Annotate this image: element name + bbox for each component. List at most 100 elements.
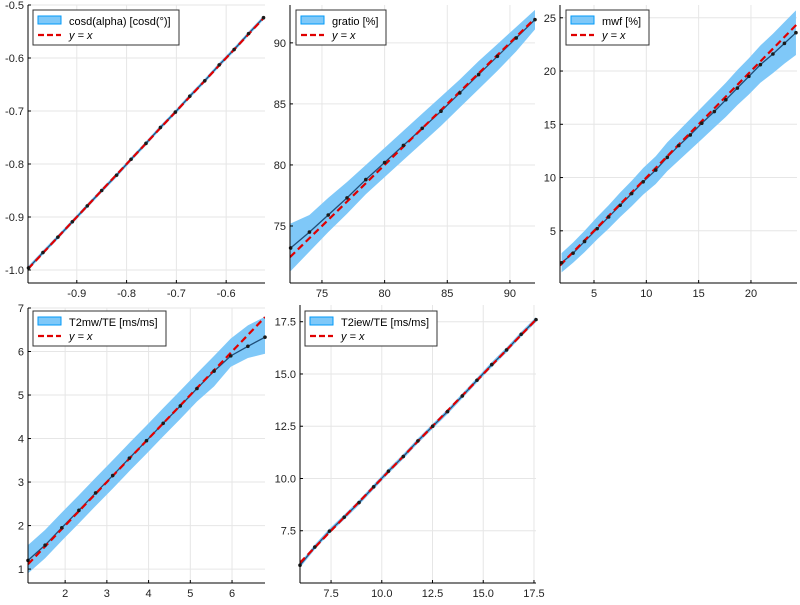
data-point — [313, 545, 317, 549]
data-point — [129, 157, 133, 162]
data-point — [386, 469, 391, 473]
data-point — [665, 155, 670, 160]
data-point — [724, 97, 728, 102]
plot-4: 2 3 4 5 6 1 2 3 4 5 6 7 T2mw/TE [ms/ms] y = x — [18, 303, 267, 600]
y-tick-label: 15.0 — [275, 369, 296, 381]
data-point — [195, 386, 199, 391]
x-tick-label: 4 — [146, 588, 152, 600]
data-point — [158, 125, 163, 130]
data-point — [41, 250, 45, 255]
x-tick-label: 15 — [693, 288, 705, 300]
data-point — [676, 143, 681, 148]
data-point — [382, 160, 387, 165]
data-point — [712, 109, 717, 114]
x-tick-label: 80 — [378, 288, 390, 300]
y-tick-label: 75 — [274, 221, 286, 233]
y-tick-label: 7.5 — [281, 526, 296, 538]
data-point — [504, 348, 509, 352]
x-tick-label: 15.0 — [473, 588, 494, 600]
data-point — [70, 219, 75, 224]
data-point — [261, 15, 266, 20]
x-tick-label: -0.7 — [167, 288, 186, 300]
confidence-band — [561, 10, 796, 273]
data-point — [533, 17, 537, 22]
legend-label: y = x — [68, 30, 93, 42]
data-point — [758, 62, 763, 67]
y-tick-label: 10.0 — [275, 473, 296, 485]
data-point — [782, 41, 787, 46]
y-tick-label: -0.8 — [5, 159, 24, 171]
data-point — [345, 196, 349, 200]
data-point — [439, 109, 443, 114]
x-tick-label: 7.5 — [323, 588, 338, 600]
data-point — [342, 515, 347, 519]
data-point — [476, 72, 481, 77]
x-tick-label: 5 — [591, 288, 597, 300]
legend-label: y = x — [601, 30, 626, 42]
y-tick-label: 6 — [18, 347, 24, 359]
data-point — [519, 332, 523, 337]
data-point — [699, 121, 704, 126]
data-point — [246, 31, 251, 36]
x-tick-label: 10.0 — [371, 588, 392, 600]
y-tick-label: 90 — [274, 38, 286, 50]
y-tick-label: 12.5 — [275, 421, 296, 433]
data-point — [327, 529, 332, 533]
data-point — [460, 394, 465, 398]
x-tick-label: 6 — [229, 588, 235, 600]
data-point — [77, 508, 81, 513]
y-tick-label: -0.6 — [5, 53, 24, 65]
data-point — [188, 94, 192, 98]
data-point — [161, 421, 165, 426]
data-point — [307, 230, 312, 234]
data-point — [401, 143, 406, 148]
data-point — [178, 404, 183, 408]
data-point — [85, 204, 90, 208]
y-tick-label: 20 — [544, 66, 556, 78]
y-tick-label: 1 — [18, 564, 24, 576]
x-tick-label: 90 — [504, 288, 516, 300]
legend: T2mw/TE [ms/ms] y = x — [32, 310, 167, 347]
data-point — [771, 52, 775, 56]
reference-line — [28, 15, 265, 270]
x-tick-label: 12.5 — [422, 588, 443, 600]
y-tick-label: -0.9 — [5, 212, 24, 224]
x-tick-label: 3 — [104, 588, 110, 600]
data-point — [794, 30, 798, 35]
data-point — [514, 36, 519, 40]
confidence-band — [290, 9, 535, 272]
data-point — [43, 543, 47, 547]
data-point — [475, 378, 479, 383]
data-point — [534, 317, 538, 322]
x-tick-label: 20 — [745, 288, 757, 300]
plot-5: 7.5 10.0 12.5 15.0 17.5 7.5 10.0 12.5 15.0 17.5 T2… — [275, 305, 545, 600]
data-point — [246, 344, 250, 349]
data-point — [735, 86, 740, 90]
data-point — [232, 47, 236, 52]
data-point — [144, 141, 148, 146]
data-point — [202, 78, 207, 83]
y-tick-label: 2 — [18, 521, 24, 533]
legend-swatch-band — [309, 316, 334, 326]
y-tick-label: 25 — [544, 13, 556, 25]
legend-label: gratio [%] — [332, 16, 378, 28]
x-tick-label: -0.8 — [117, 288, 136, 300]
legend-swatch-band — [37, 316, 62, 326]
legend-swatch-band — [570, 15, 595, 25]
y-tick-label: -0.5 — [5, 0, 24, 12]
legend-label: T2mw/TE [ms/ms] — [69, 317, 158, 329]
data-point — [606, 215, 611, 219]
legend-label: mwf [%] — [602, 16, 641, 28]
reference-line — [290, 17, 535, 258]
x-tick-label: 2 — [62, 588, 68, 600]
x-tick-label: 10 — [640, 288, 652, 300]
data-point — [416, 439, 420, 443]
legend-label: y = x — [340, 331, 365, 343]
x-tick-label: -0.6 — [217, 288, 236, 300]
y-tick-label: 17.5 — [275, 317, 296, 329]
data-point — [445, 409, 450, 414]
x-tick-label: 5 — [187, 588, 193, 600]
data-point — [173, 110, 178, 114]
data-point — [144, 438, 149, 443]
